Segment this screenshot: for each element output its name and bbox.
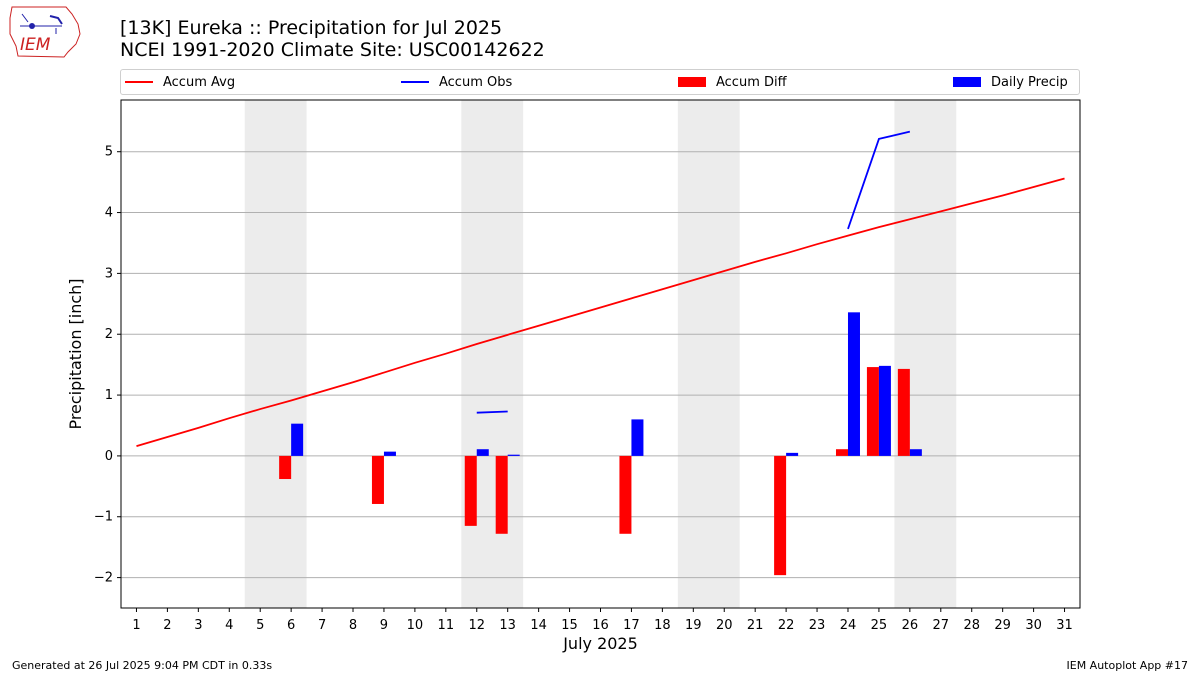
x-tick-label: 1 [132, 618, 140, 633]
x-tick-label: 5 [256, 618, 264, 633]
x-tick-label: 18 [654, 618, 671, 633]
x-tick-label: 24 [840, 618, 857, 633]
weekend-shade [894, 100, 957, 608]
legend-accum-obs-swatch [401, 81, 429, 83]
bar-daily-precip [878, 365, 891, 456]
line-accum-obs [847, 130, 911, 230]
bar-daily-precip [847, 312, 860, 456]
x-tick-label: 11 [438, 618, 455, 633]
x-tick-label: 21 [747, 618, 764, 633]
legend-daily-precip: Daily Precip [953, 70, 1068, 94]
y-tick-label: 4 [105, 206, 113, 221]
x-tick-label: 9 [380, 618, 388, 633]
line-accum-obs [476, 410, 508, 414]
legend-accum-avg: Accum Avg [125, 70, 235, 94]
x-tick-label: 19 [685, 618, 702, 633]
x-tick-label: 25 [871, 618, 888, 633]
x-tick-label: 26 [902, 618, 919, 633]
bar-accum-diff [897, 368, 910, 456]
legend: Accum Avg Accum Obs Accum Diff Daily Pre… [120, 69, 1080, 95]
weekend-shade [677, 100, 740, 608]
bar-accum-diff [495, 455, 508, 534]
x-tick-label: 30 [1025, 618, 1042, 633]
x-axis-label: July 2025 [562, 634, 638, 653]
bar-daily-precip [291, 423, 304, 456]
bar-accum-diff [279, 455, 292, 480]
bar-accum-diff [866, 367, 879, 456]
x-tick-label: 20 [716, 618, 733, 633]
x-tick-label: 6 [287, 618, 295, 633]
legend-accum-avg-swatch [125, 81, 153, 83]
x-tick-label: 2 [163, 618, 171, 633]
x-tick-label: 27 [933, 618, 950, 633]
bar-daily-precip [507, 454, 520, 456]
weekend-shade [244, 100, 307, 608]
legend-accum-avg-label: Accum Avg [163, 74, 236, 90]
iem-logo: IEM [9, 6, 81, 58]
logo-text: IEM [20, 35, 51, 55]
x-tick-label: 16 [592, 618, 609, 633]
x-tick-label: 13 [499, 618, 516, 633]
y-tick-label: 3 [105, 266, 113, 281]
x-tick-label: 31 [1056, 618, 1073, 633]
x-tick-label: 15 [561, 618, 578, 633]
x-tick-label: 8 [349, 618, 357, 633]
legend-accum-diff-label: Accum Diff [716, 74, 787, 90]
x-tick-label: 28 [963, 618, 980, 633]
x-tick-label: 23 [809, 618, 826, 633]
footer-generated: Generated at 26 Jul 2025 9:04 PM CDT in … [12, 659, 273, 672]
weekend-shade [461, 100, 524, 608]
bar-daily-precip [909, 449, 922, 456]
legend-accum-obs-label: Accum Obs [439, 74, 513, 90]
bar-daily-precip [476, 449, 489, 456]
bar-daily-precip [631, 419, 644, 456]
chart-subtitle: NCEI 1991-2020 Climate Site: USC00142622 [120, 39, 545, 61]
y-tick-label: 2 [105, 327, 113, 342]
y-tick-label: 0 [105, 449, 113, 464]
chart-title: [13K] Eureka :: Precipitation for Jul 20… [120, 17, 503, 39]
x-tick-label: 12 [468, 618, 485, 633]
bar-accum-diff [774, 455, 787, 576]
y-axis-label: Precipitation [inch] [66, 278, 85, 429]
x-tick-label: 14 [530, 618, 547, 633]
footer-app-id: IEM Autoplot App #17 [1066, 659, 1189, 672]
legend-daily-precip-swatch [953, 77, 981, 87]
x-tick-label: 22 [778, 618, 795, 633]
bar-daily-precip [383, 451, 396, 456]
y-tick-label: −1 [94, 510, 113, 525]
bar-accum-diff [835, 449, 848, 456]
bar-accum-diff [371, 455, 384, 504]
x-tick-label: 4 [225, 618, 233, 633]
y-tick-label: 5 [105, 145, 113, 160]
x-tick-label: 17 [623, 618, 640, 633]
x-tick-label: 29 [994, 618, 1011, 633]
x-tick-label: 10 [407, 618, 424, 633]
line-accum-avg [136, 177, 1065, 448]
y-tick-label: −2 [94, 571, 113, 586]
legend-accum-obs: Accum Obs [401, 70, 512, 94]
bar-accum-diff [619, 455, 632, 534]
bar-daily-precip [786, 452, 799, 456]
legend-accum-diff: Accum Diff [678, 70, 787, 94]
x-tick-label: 3 [194, 618, 202, 633]
y-tick-label: 1 [105, 388, 113, 403]
legend-daily-precip-label: Daily Precip [991, 74, 1068, 90]
bar-accum-diff [464, 455, 477, 526]
legend-accum-diff-swatch [678, 77, 706, 87]
x-tick-label: 7 [318, 618, 326, 633]
